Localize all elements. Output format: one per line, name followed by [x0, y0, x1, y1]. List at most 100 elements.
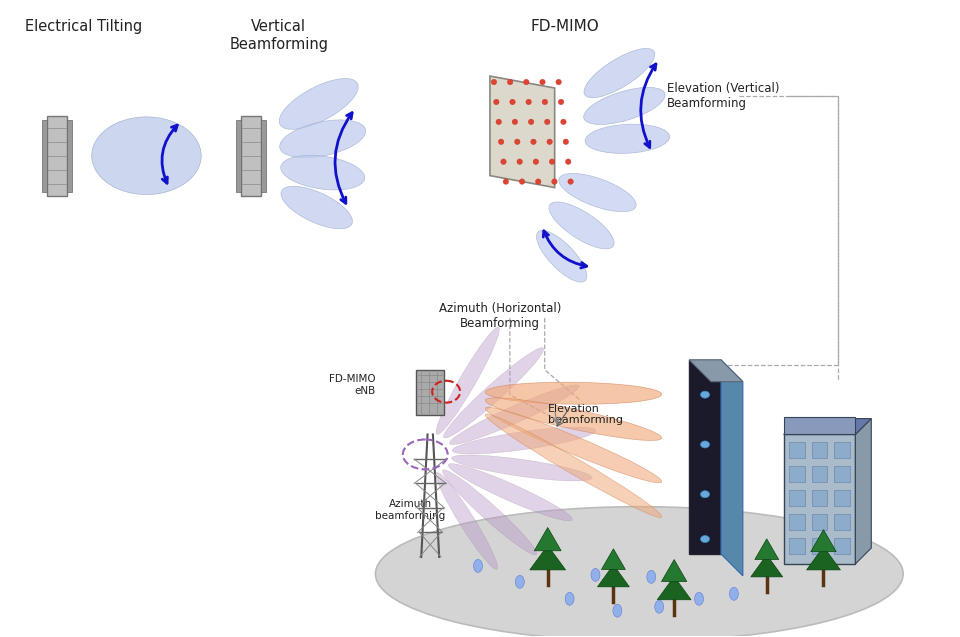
- Ellipse shape: [452, 427, 596, 454]
- Ellipse shape: [280, 155, 365, 190]
- Bar: [417, 369, 444, 415]
- Circle shape: [563, 139, 568, 145]
- Circle shape: [540, 79, 545, 85]
- Ellipse shape: [281, 186, 352, 229]
- Polygon shape: [490, 76, 555, 187]
- Circle shape: [561, 119, 566, 125]
- Text: Elevation (Vertical)
Beamforming: Elevation (Vertical) Beamforming: [667, 82, 780, 110]
- Text: FD-MIMO
eNB: FD-MIMO eNB: [329, 374, 375, 396]
- Circle shape: [501, 159, 506, 164]
- Ellipse shape: [485, 407, 661, 483]
- Ellipse shape: [444, 348, 543, 438]
- Ellipse shape: [701, 441, 709, 448]
- Circle shape: [493, 99, 499, 104]
- Circle shape: [559, 99, 564, 104]
- Circle shape: [552, 179, 557, 184]
- Circle shape: [503, 179, 509, 184]
- Bar: [789, 514, 804, 530]
- Bar: [783, 417, 855, 434]
- Circle shape: [526, 99, 532, 104]
- Bar: [834, 466, 851, 482]
- Circle shape: [567, 179, 573, 184]
- Polygon shape: [751, 555, 782, 577]
- Polygon shape: [689, 360, 743, 382]
- Circle shape: [549, 159, 555, 164]
- Circle shape: [547, 139, 552, 145]
- Polygon shape: [783, 419, 872, 434]
- Circle shape: [519, 179, 525, 184]
- Ellipse shape: [473, 559, 483, 573]
- Circle shape: [498, 139, 504, 145]
- Ellipse shape: [443, 469, 537, 555]
- Ellipse shape: [92, 117, 202, 194]
- Ellipse shape: [585, 124, 670, 154]
- Ellipse shape: [549, 202, 614, 249]
- Circle shape: [523, 79, 529, 85]
- Polygon shape: [811, 530, 836, 552]
- Bar: [689, 360, 721, 554]
- Bar: [236, 120, 241, 192]
- Ellipse shape: [565, 592, 574, 605]
- Ellipse shape: [701, 536, 709, 543]
- Circle shape: [510, 99, 516, 104]
- Polygon shape: [597, 565, 630, 587]
- Bar: [789, 466, 804, 482]
- Text: Azimuth
beamforming: Azimuth beamforming: [375, 499, 445, 521]
- Ellipse shape: [449, 385, 579, 445]
- Ellipse shape: [279, 120, 366, 158]
- Bar: [834, 443, 851, 459]
- Bar: [834, 538, 851, 554]
- Circle shape: [531, 139, 537, 145]
- Circle shape: [542, 99, 547, 104]
- Bar: [811, 443, 828, 459]
- Ellipse shape: [584, 87, 665, 124]
- Polygon shape: [721, 360, 743, 576]
- Bar: [834, 490, 851, 506]
- Polygon shape: [755, 539, 779, 559]
- Polygon shape: [602, 549, 625, 569]
- Ellipse shape: [655, 600, 663, 613]
- Polygon shape: [855, 419, 872, 564]
- Circle shape: [507, 79, 513, 85]
- Ellipse shape: [486, 382, 661, 404]
- Polygon shape: [530, 545, 565, 570]
- Ellipse shape: [436, 473, 497, 569]
- Ellipse shape: [486, 397, 661, 440]
- Bar: [789, 538, 804, 554]
- Circle shape: [528, 119, 534, 125]
- Ellipse shape: [375, 506, 903, 637]
- Ellipse shape: [516, 575, 524, 589]
- Ellipse shape: [584, 48, 655, 97]
- Bar: [811, 538, 828, 554]
- Text: Azimuth (Horizontal)
Beamforming: Azimuth (Horizontal) Beamforming: [439, 302, 561, 330]
- Circle shape: [492, 79, 496, 85]
- Circle shape: [536, 179, 541, 184]
- Text: Elevation
beamforming: Elevation beamforming: [548, 404, 623, 426]
- Ellipse shape: [559, 173, 636, 211]
- Ellipse shape: [591, 568, 600, 582]
- Ellipse shape: [448, 464, 572, 521]
- Ellipse shape: [730, 587, 738, 600]
- Ellipse shape: [537, 231, 587, 282]
- Bar: [811, 490, 828, 506]
- Circle shape: [515, 139, 520, 145]
- Ellipse shape: [647, 570, 656, 583]
- Polygon shape: [806, 547, 840, 570]
- Polygon shape: [535, 527, 562, 551]
- Bar: [261, 120, 266, 192]
- Bar: [834, 514, 851, 530]
- Ellipse shape: [279, 78, 358, 129]
- Ellipse shape: [701, 391, 709, 398]
- Ellipse shape: [485, 414, 661, 517]
- Bar: [811, 514, 828, 530]
- Polygon shape: [661, 559, 686, 582]
- Circle shape: [556, 79, 562, 85]
- Ellipse shape: [436, 327, 499, 434]
- Bar: [67, 120, 72, 192]
- Ellipse shape: [612, 605, 622, 617]
- Bar: [789, 490, 804, 506]
- Text: Electrical Tilting: Electrical Tilting: [25, 19, 142, 34]
- Bar: [42, 120, 47, 192]
- Circle shape: [496, 119, 501, 125]
- Circle shape: [533, 159, 539, 164]
